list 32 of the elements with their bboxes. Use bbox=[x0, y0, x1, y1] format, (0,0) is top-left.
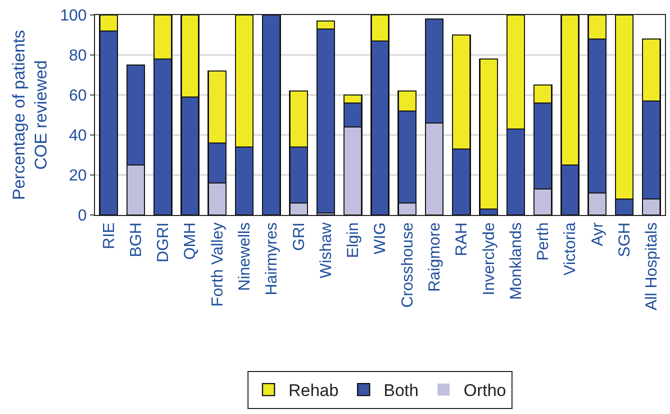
x-tick-label: GRI bbox=[290, 222, 308, 251]
bar bbox=[262, 15, 281, 215]
x-tick-label: Inverclyde bbox=[480, 222, 498, 296]
x-tick-label: Monklands bbox=[508, 222, 525, 300]
x-tick-label: Victoria bbox=[562, 222, 580, 276]
x-tick-label: BGH bbox=[128, 222, 145, 258]
x-tick-label: SGH bbox=[616, 222, 634, 258]
x-tick-label: Crosshouse bbox=[399, 222, 416, 308]
x-tick-label: Raigmore bbox=[426, 222, 444, 292]
legend-label: Both bbox=[384, 381, 419, 400]
x-tick-label: Hairmyres bbox=[264, 222, 281, 296]
y-axis-title: Percentage of patients COE reviewed bbox=[10, 30, 51, 200]
legend-label: Rehab bbox=[288, 381, 339, 400]
y-tick-label: 0 bbox=[78, 208, 87, 225]
x-tick-label: RIE bbox=[100, 222, 118, 250]
x-tick-label: WIG bbox=[372, 222, 390, 254]
x-tick-label: Elgin bbox=[345, 222, 362, 258]
x-tick-label: Ayr bbox=[589, 222, 606, 246]
x-tick-label: RAH bbox=[454, 222, 471, 256]
x-tick-label: Forth Valley bbox=[209, 222, 226, 307]
y-tick-label: 80 bbox=[69, 48, 87, 65]
x-tick-label: Wishaw bbox=[318, 222, 335, 278]
x-tick-label: Perth bbox=[535, 222, 552, 261]
y-tick-label: 20 bbox=[69, 168, 87, 185]
y-tick-label: 60 bbox=[69, 88, 87, 105]
x-tick-label: All Hospitals bbox=[644, 222, 661, 310]
x-tick-label: QMH bbox=[182, 222, 200, 260]
x-tick-label: Ninewells bbox=[236, 222, 254, 291]
legend-label: Ortho bbox=[464, 381, 506, 400]
y-tick-label: 40 bbox=[69, 128, 87, 145]
x-tick-label: DGRI bbox=[155, 222, 172, 262]
y-tick-label: 100 bbox=[60, 8, 87, 25]
